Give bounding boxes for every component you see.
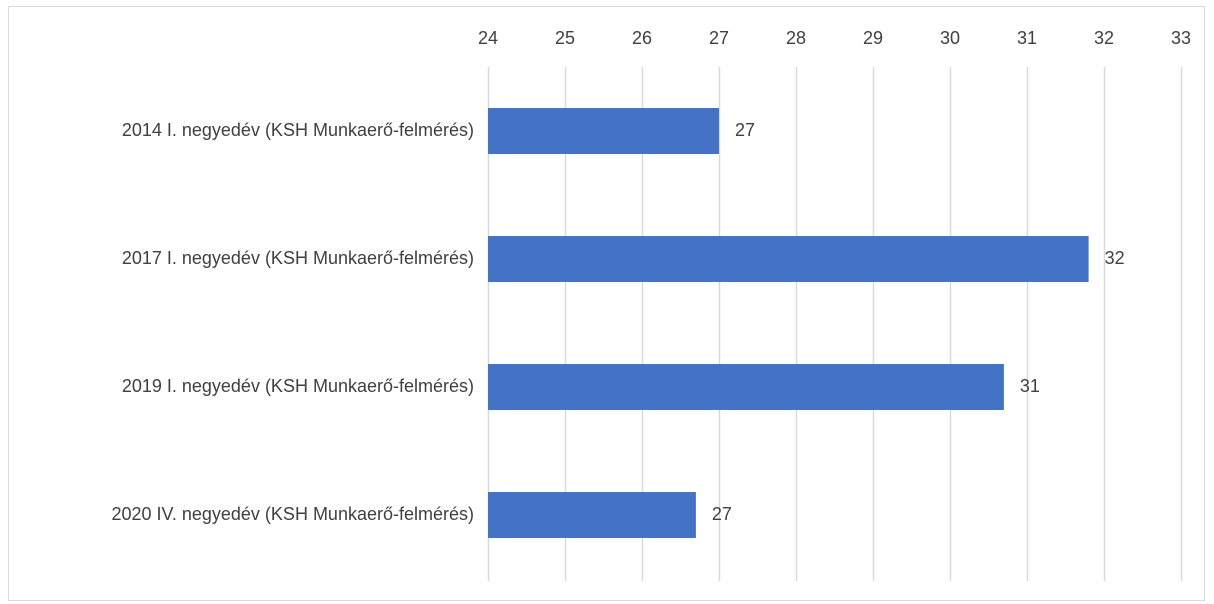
- x-tick-label: 29: [863, 28, 883, 48]
- x-tick-label: 31: [1017, 28, 1037, 48]
- x-tick-label: 26: [632, 28, 652, 48]
- category-label: 2020 IV. negyedév (KSH Munkaerő-felmérés…: [111, 504, 474, 524]
- bar: [488, 492, 696, 538]
- x-tick-label: 27: [709, 28, 729, 48]
- data-label: 27: [735, 120, 755, 140]
- bar-chart: 24 25 26 27 28 29 30 31 32 33 2014 I. negyedév (K…: [111, 28, 1191, 581]
- data-labels: 27 32 31 27: [712, 120, 1125, 524]
- bar: [488, 108, 719, 154]
- x-tick-label: 32: [1094, 28, 1114, 48]
- x-tick-label: 24: [478, 28, 498, 48]
- chart-area: 24 25 26 27 28 29 30 31 32 33 2014 I. negyedév (K…: [8, 6, 1205, 601]
- data-label: 27: [712, 504, 732, 524]
- category-label: 2019 I. negyedév (KSH Munkaerő-felmérés): [122, 376, 474, 396]
- x-tick-label: 30: [940, 28, 960, 48]
- data-label: 31: [1020, 376, 1040, 396]
- x-tick-label: 28: [786, 28, 806, 48]
- bar: [488, 236, 1089, 282]
- category-labels: 2014 I. negyedév (KSH Munkaerő-felmérés)…: [111, 120, 474, 524]
- x-tick-label: 33: [1171, 28, 1191, 48]
- bars: [488, 108, 1089, 538]
- data-label: 32: [1105, 248, 1125, 268]
- category-label: 2014 I. negyedév (KSH Munkaerő-felmérés): [122, 120, 474, 140]
- x-axis-tick-labels: 24 25 26 27 28 29 30 31 32 33: [478, 28, 1191, 48]
- category-label: 2017 I. negyedév (KSH Munkaerő-felmérés): [122, 248, 474, 268]
- bar: [488, 364, 1004, 410]
- x-tick-label: 25: [555, 28, 575, 48]
